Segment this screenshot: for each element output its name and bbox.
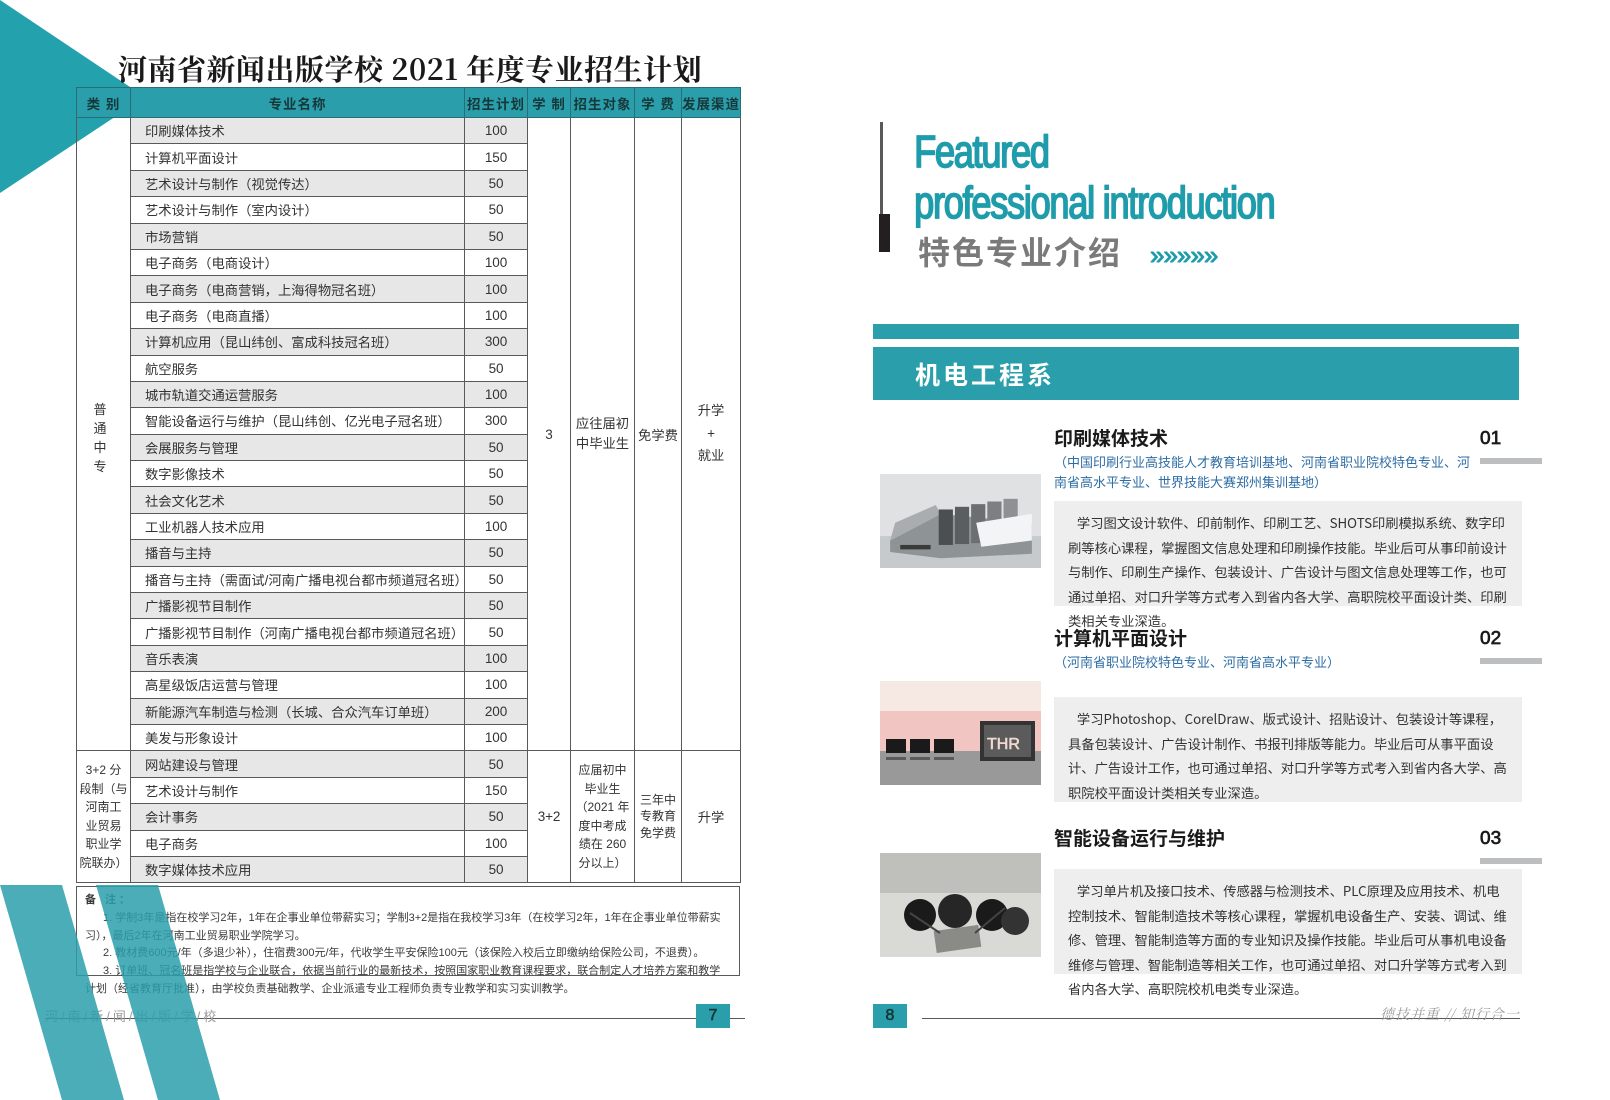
svg-text:THR: THR: [987, 736, 1020, 753]
